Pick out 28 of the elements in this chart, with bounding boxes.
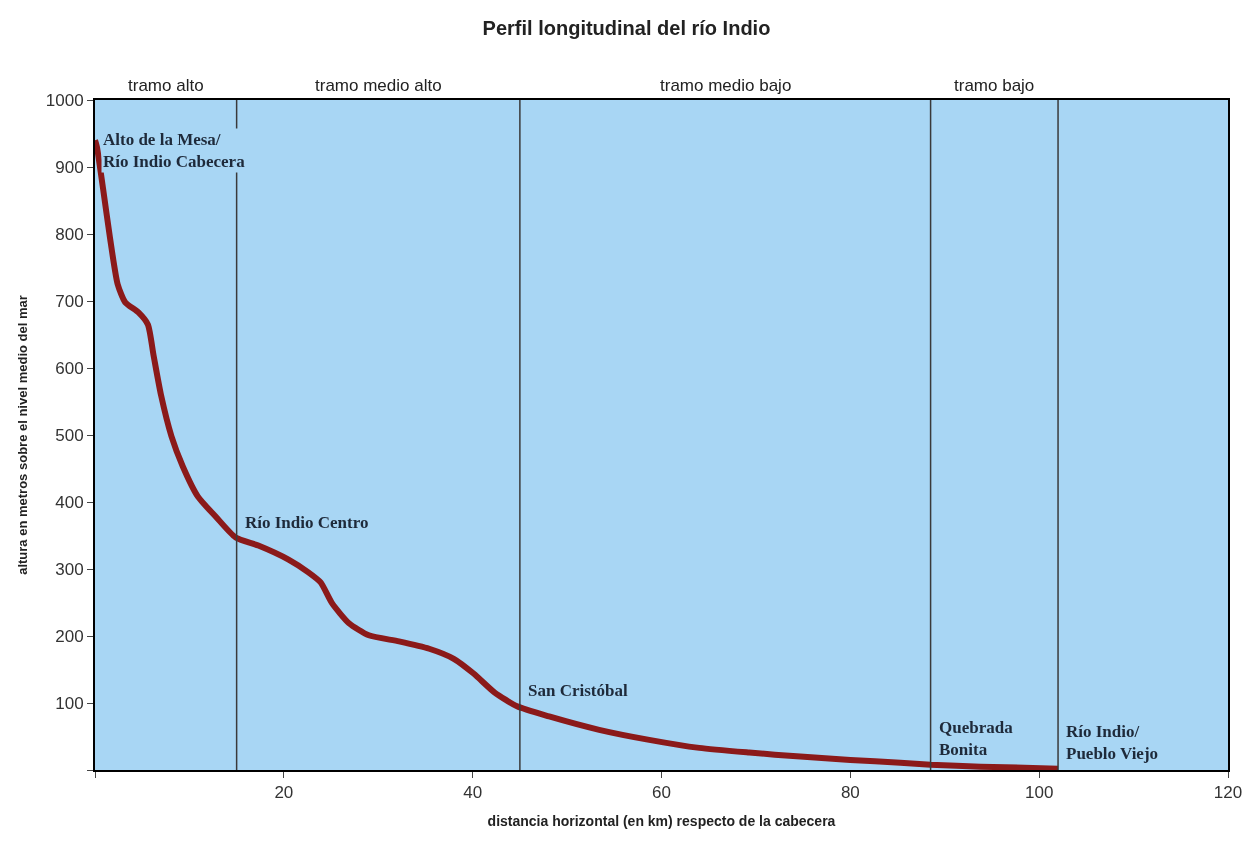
x-tick-label: 40 bbox=[463, 783, 483, 803]
y-tick-label: 700 bbox=[55, 291, 84, 311]
y-tick-label: 200 bbox=[55, 626, 84, 646]
x-tick-label: 20 bbox=[274, 783, 294, 803]
x-tick-label: 80 bbox=[840, 783, 860, 803]
y-tick-label: 800 bbox=[55, 224, 84, 244]
y-axis-title: altura en metros sobre el nivel medio del mar bbox=[15, 295, 31, 575]
y-tick-label: 300 bbox=[55, 559, 84, 579]
y-tick-label: 100 bbox=[55, 693, 84, 713]
chart-title: Perfil longitudinal del río Indio bbox=[482, 17, 771, 40]
annotation: San Cristóbal bbox=[528, 681, 628, 700]
text: tramo medio alto bbox=[315, 76, 442, 95]
y-tick-label: 400 bbox=[55, 492, 84, 512]
y-tick-label: 500 bbox=[55, 425, 84, 445]
y-tick-label: 600 bbox=[55, 358, 84, 378]
annotation: Río Indio/ Pueblo Viejo bbox=[1066, 722, 1159, 764]
annotation: Alto de la Mesa/ Río Indio Cabecera bbox=[103, 130, 246, 172]
x-tick-label: 120 bbox=[1213, 783, 1243, 803]
annotation: Río Indio Centro bbox=[245, 513, 369, 532]
text: tramo bajo bbox=[954, 76, 1035, 95]
annotation: Quebrada Bonita bbox=[939, 718, 1014, 760]
text: tramo medio bajo bbox=[660, 76, 792, 95]
x-axis-title: distancia horizontal (en km) respecto de la cabecera bbox=[487, 813, 836, 830]
x-tick-label: 100 bbox=[1024, 783, 1054, 803]
text: tramo alto bbox=[128, 76, 204, 95]
x-tick-label: 60 bbox=[652, 783, 671, 803]
y-tick-label: 1000 bbox=[45, 90, 84, 110]
y-tick-label: 900 bbox=[55, 157, 84, 177]
